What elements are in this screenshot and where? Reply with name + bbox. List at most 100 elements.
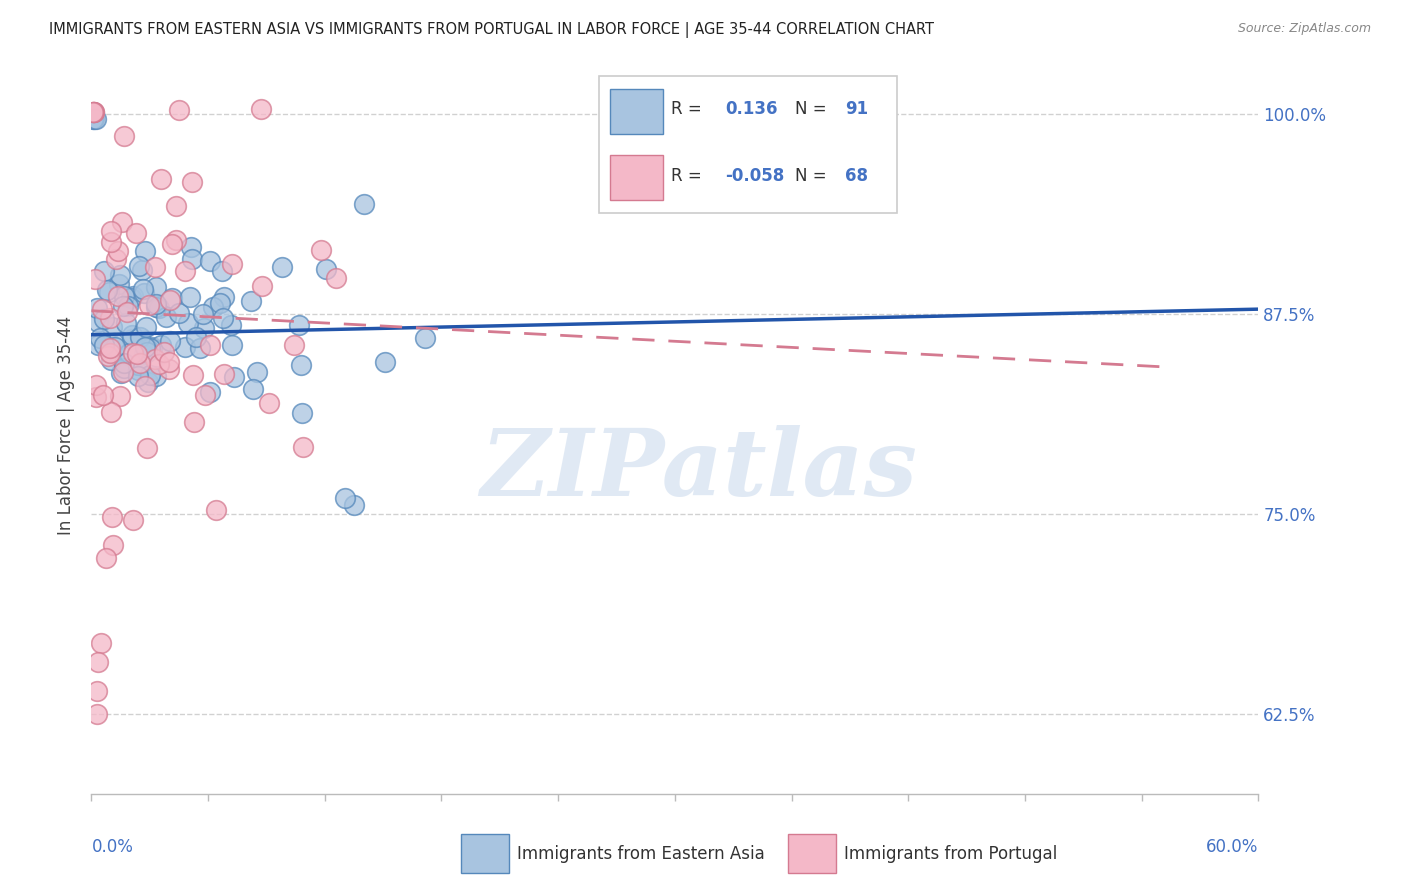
Point xyxy=(271,260,294,274)
Point xyxy=(97,349,120,363)
Point xyxy=(83,112,105,127)
Point xyxy=(100,235,122,249)
Point xyxy=(89,331,111,345)
Point xyxy=(198,254,221,268)
Point xyxy=(325,270,347,285)
Point xyxy=(138,368,160,383)
Point xyxy=(122,513,145,527)
Point xyxy=(138,298,160,312)
Point xyxy=(290,359,312,373)
Point xyxy=(103,538,125,552)
Point xyxy=(250,279,273,293)
Point xyxy=(292,440,315,454)
Point xyxy=(153,344,176,359)
Point xyxy=(83,105,105,120)
Point xyxy=(100,405,122,419)
Point xyxy=(84,112,107,127)
FancyBboxPatch shape xyxy=(610,155,664,200)
Point xyxy=(121,332,143,346)
Point xyxy=(86,684,108,698)
Point xyxy=(100,224,122,238)
Point xyxy=(155,310,177,324)
Point xyxy=(100,353,122,368)
Point xyxy=(112,128,135,143)
Point xyxy=(181,175,204,189)
Point xyxy=(145,369,167,384)
Point xyxy=(87,338,110,352)
Point xyxy=(107,289,129,303)
Point xyxy=(83,105,105,120)
Text: N =: N = xyxy=(794,101,827,119)
Point xyxy=(84,378,107,392)
Point xyxy=(101,319,124,334)
Point xyxy=(135,441,157,455)
Point xyxy=(193,321,215,335)
Point xyxy=(135,319,157,334)
Text: R =: R = xyxy=(672,167,702,185)
Point xyxy=(127,358,149,372)
Point xyxy=(91,301,114,316)
Point xyxy=(86,301,108,315)
Point xyxy=(159,334,181,349)
Point xyxy=(132,347,155,361)
Text: 60.0%: 60.0% xyxy=(1206,838,1258,856)
Point xyxy=(127,347,149,361)
Point xyxy=(107,244,129,258)
Point xyxy=(131,263,153,277)
Point xyxy=(145,279,167,293)
Point xyxy=(82,105,104,120)
Point xyxy=(245,365,267,379)
Point xyxy=(239,293,262,308)
Point xyxy=(205,503,228,517)
Point xyxy=(165,199,187,213)
Point xyxy=(104,340,127,354)
Text: IMMIGRANTS FROM EASTERN ASIA VS IMMIGRANTS FROM PORTUGAL IN LABOR FORCE | AGE 35: IMMIGRANTS FROM EASTERN ASIA VS IMMIGRAN… xyxy=(49,22,934,38)
Point xyxy=(157,355,180,369)
Point xyxy=(148,357,170,371)
Point xyxy=(82,105,104,120)
Y-axis label: In Labor Force | Age 35-44: In Labor Force | Age 35-44 xyxy=(56,317,75,535)
Point xyxy=(134,340,156,354)
Point xyxy=(221,337,243,351)
Point xyxy=(141,340,163,354)
Point xyxy=(143,260,166,274)
Point xyxy=(125,227,148,241)
Point xyxy=(191,307,214,321)
Point xyxy=(211,263,233,277)
Point xyxy=(208,295,231,310)
Point xyxy=(112,360,135,375)
Point xyxy=(157,362,180,376)
Point xyxy=(132,282,155,296)
Text: ZIPatlas: ZIPatlas xyxy=(479,425,917,515)
Text: N =: N = xyxy=(794,167,827,185)
Point xyxy=(136,345,159,359)
Text: Immigrants from Portugal: Immigrants from Portugal xyxy=(844,846,1057,863)
Point xyxy=(129,330,152,344)
Point xyxy=(93,264,115,278)
Point xyxy=(198,338,221,352)
Point xyxy=(87,315,110,329)
Point xyxy=(287,318,309,333)
Point xyxy=(93,311,115,326)
Point xyxy=(212,310,235,325)
Text: R =: R = xyxy=(672,101,702,119)
Point xyxy=(91,387,114,401)
Point xyxy=(212,290,235,304)
Point xyxy=(94,551,117,566)
Point xyxy=(160,291,183,305)
Point xyxy=(162,237,184,252)
Point xyxy=(180,252,202,266)
Point xyxy=(184,329,207,343)
Point xyxy=(180,240,202,254)
Point xyxy=(134,244,156,258)
Point xyxy=(173,264,195,278)
Point xyxy=(149,337,172,351)
Point xyxy=(86,706,108,721)
Point xyxy=(98,310,121,325)
Point xyxy=(415,331,437,345)
Point xyxy=(100,345,122,359)
Point xyxy=(257,395,280,409)
Point xyxy=(90,636,112,650)
Point xyxy=(117,299,139,313)
Point xyxy=(198,384,221,399)
